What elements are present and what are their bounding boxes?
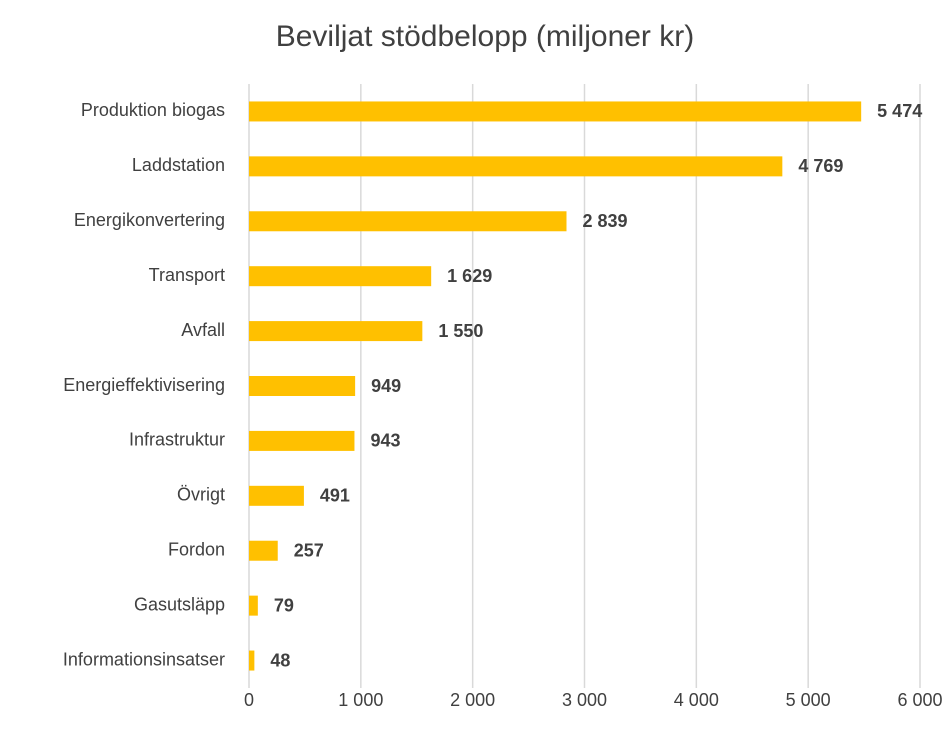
x-tick-label: 5 000 (786, 690, 831, 710)
bar (249, 211, 567, 232)
data-label: 4 769 (798, 156, 843, 176)
y-tick-label: Gasutsläpp (134, 594, 225, 614)
data-label: 491 (320, 486, 350, 506)
y-tick-label: Energikonvertering (74, 210, 225, 230)
y-tick-label: Fordon (168, 539, 225, 559)
y-tick-label: Produktion biogas (81, 100, 225, 120)
data-label: 1 550 (438, 321, 483, 341)
bar (249, 321, 423, 342)
data-label: 257 (294, 540, 324, 560)
y-tick-label: Laddstation (132, 155, 225, 175)
data-label: 2 839 (582, 211, 627, 231)
x-tick-label: 2 000 (450, 690, 495, 710)
x-tick-label: 4 000 (674, 690, 719, 710)
y-tick-label: Energieffektivisering (63, 375, 225, 395)
bar (249, 485, 304, 506)
bar (249, 540, 278, 561)
chart-title: Beviljat stödbelopp (miljoner kr) (276, 20, 695, 53)
bar (249, 595, 258, 616)
bar (249, 101, 862, 122)
y-tick-label: Övrigt (177, 485, 225, 505)
data-label: 79 (274, 595, 294, 615)
x-tick-label: 1 000 (338, 690, 383, 710)
data-label: 48 (270, 650, 290, 670)
x-tick-label: 6 000 (897, 690, 942, 710)
bar (249, 156, 783, 177)
bar (249, 376, 356, 396)
data-label: 943 (370, 431, 400, 451)
data-label: 1 629 (447, 266, 492, 286)
data-label: 949 (371, 376, 401, 396)
x-tick-label: 0 (244, 690, 254, 710)
y-tick-label: Transport (149, 265, 225, 285)
data-label: 5 474 (877, 101, 922, 121)
x-tick-label: 3 000 (562, 690, 607, 710)
y-tick-label: Infrastruktur (129, 430, 225, 450)
y-tick-label: Avfall (181, 320, 225, 340)
y-tick-label: Informationsinsatser (63, 649, 225, 669)
bar (249, 266, 432, 287)
bar (249, 430, 355, 451)
bar (249, 650, 255, 671)
